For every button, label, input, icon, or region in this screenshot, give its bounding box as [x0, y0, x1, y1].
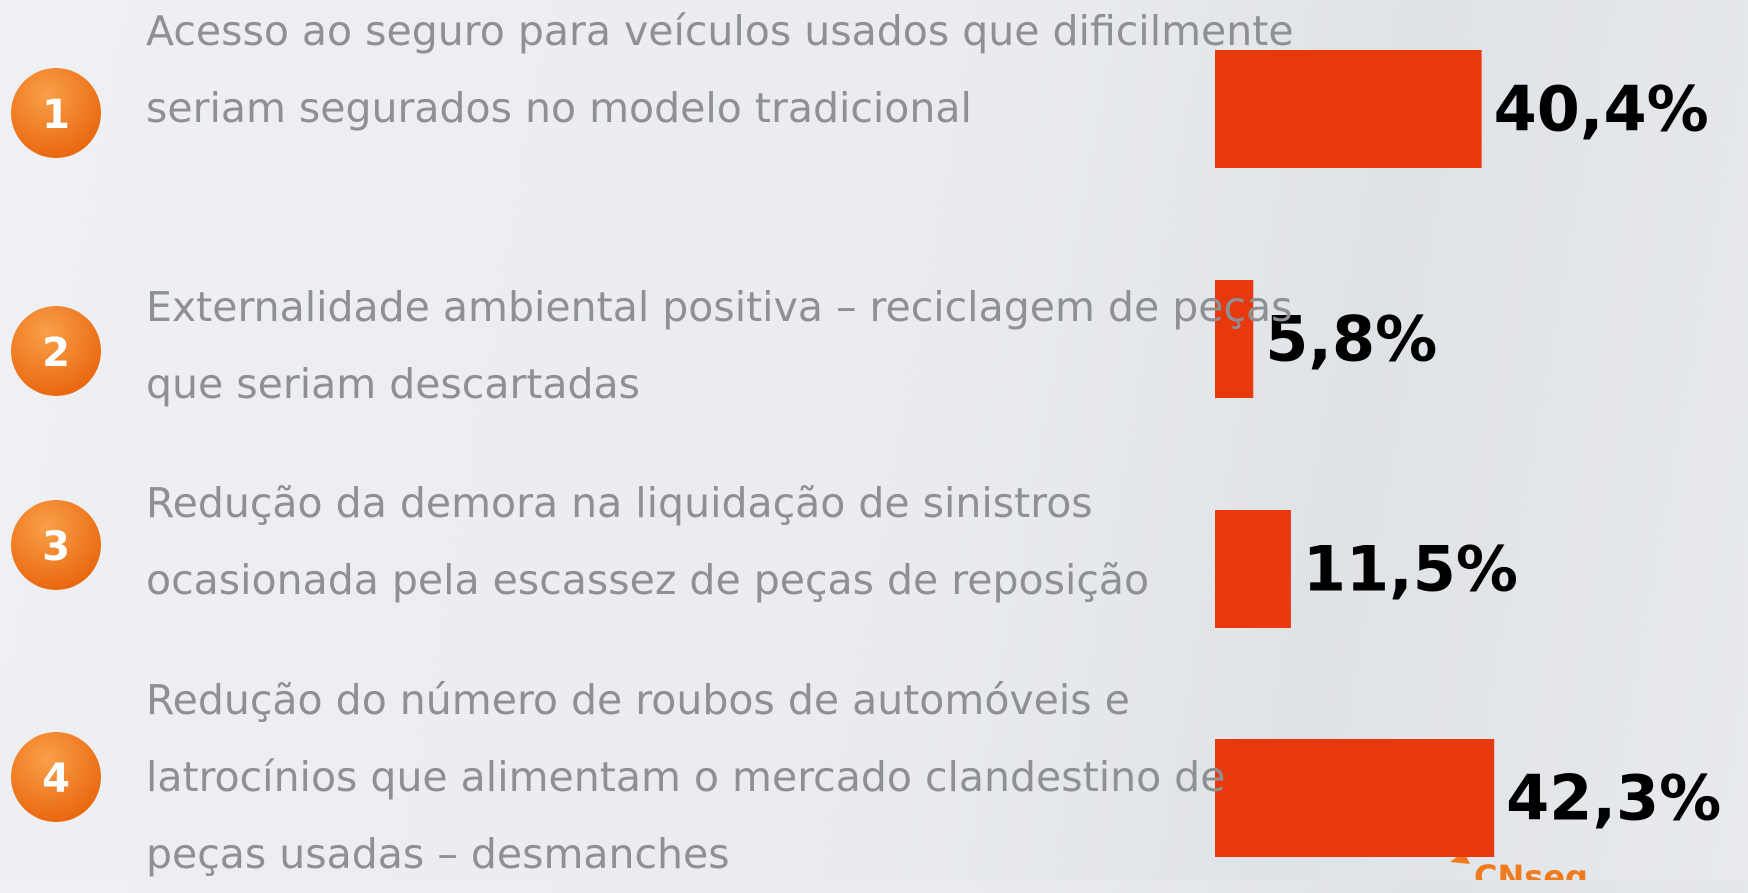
- slide: CNseg 140,4%25,8%311,5%442,3% (() => { c…: [0, 0, 1748, 880]
- category-label: Acesso ao seguro para veículos usados qu…: [146, 0, 1326, 147]
- logo: CNseg: [1474, 858, 1588, 880]
- category-label: Externalidade ambiental positiva – recic…: [146, 269, 1326, 423]
- category-label: Redução da demora na liquidação de sinis…: [146, 465, 1326, 619]
- category-label: Redução do número de roubos de automóvei…: [146, 662, 1306, 893]
- value-label: 42,3%: [1506, 762, 1721, 835]
- item-number: 3: [42, 524, 70, 570]
- item-number: 1: [42, 92, 70, 138]
- value-label: 40,4%: [1494, 73, 1709, 146]
- item-number: 4: [42, 756, 70, 802]
- value-label: 11,5%: [1303, 533, 1518, 606]
- item-number: 2: [42, 330, 70, 376]
